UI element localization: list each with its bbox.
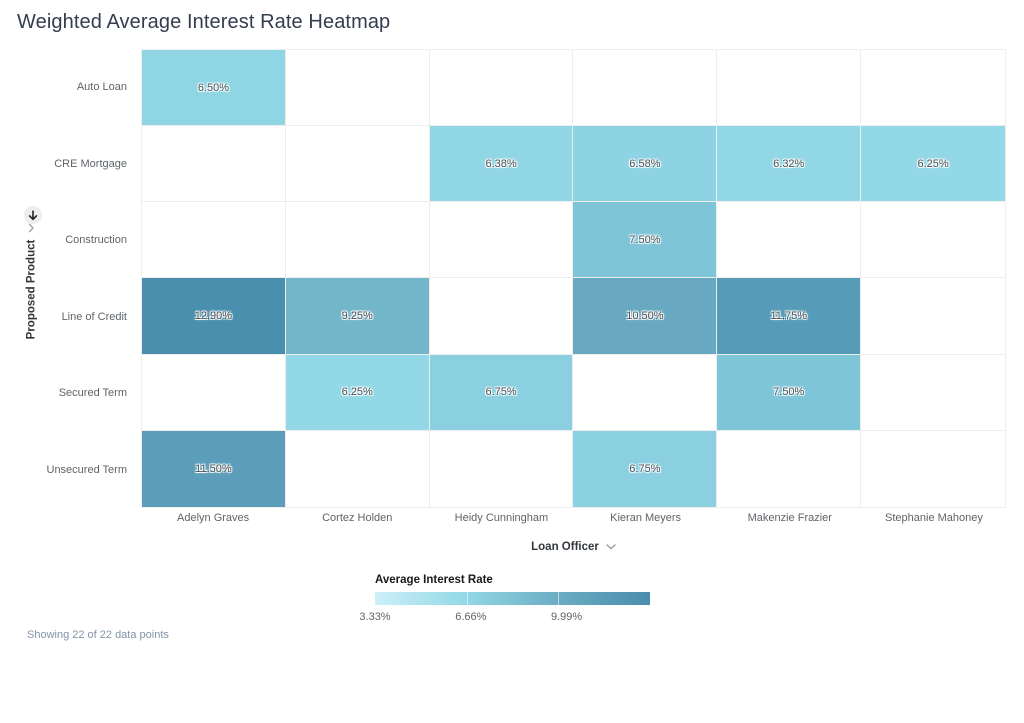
heatmap-cell-value: 6.38% (485, 157, 517, 170)
heatmap-cell (286, 430, 430, 507)
heatmap-cell[interactable]: 6.58% (573, 126, 718, 203)
legend-title: Average Interest Rate (375, 574, 493, 586)
heatmap-cell (717, 202, 862, 279)
heatmap-cell (429, 50, 574, 127)
arrow-down-icon (28, 209, 38, 221)
heatmap-cell (861, 278, 1005, 355)
heatmap-cell-value: 12.90% (194, 310, 233, 323)
heatmap-cell-value: 11.75% (770, 310, 807, 323)
heatmap-cell[interactable]: 6.75% (573, 430, 718, 507)
heatmap-cell-value: 11.50% (195, 462, 232, 475)
heatmap-cell-value: 9.25% (341, 310, 373, 323)
y-axis-labels: Auto Loan CRE Mortgage Construction Line of… (0, 49, 128, 508)
row-label[interactable]: Construction (65, 234, 127, 247)
column-label[interactable]: Makenzie Frazier (747, 512, 832, 524)
heatmap-cell[interactable]: 6.75% (429, 354, 574, 431)
heatmap-cell-value: 7.50% (629, 233, 661, 246)
heatmap-cell[interactable]: 6.38% (429, 126, 574, 203)
heatmap-cell (142, 126, 286, 203)
heatmap-cell (717, 50, 862, 127)
heatmap-cell[interactable]: 12.90% (142, 278, 286, 355)
heatmap-cell (861, 50, 1005, 127)
x-axis-labels: Adelyn Graves Cortez Holden Heidy Cunningh… (141, 512, 1006, 524)
heatmap-cell (142, 354, 286, 431)
heatmap-cell (285, 126, 430, 203)
page-title: Weighted Average Interest Rate Heatmap (17, 11, 391, 33)
chevron-down-icon (28, 223, 34, 233)
heatmap-cell[interactable]: 9.25% (285, 278, 430, 355)
heatmap-cell[interactable]: 6.32% (717, 126, 862, 203)
heatmap-cell[interactable]: 10.50% (573, 278, 718, 355)
legend-tick: 6.66% (455, 611, 487, 623)
heatmap-cell[interactable]: 11.75% (717, 278, 862, 355)
heatmap-cell-value: 7.50% (773, 386, 805, 399)
heatmap-cell (861, 202, 1005, 279)
heatmap-cell[interactable]: 7.50% (573, 202, 718, 279)
color-legend: Average Interest Rate 3.33% 6.66% 9.99% (359, 574, 655, 625)
row-label[interactable]: Auto Loan (76, 81, 127, 94)
heatmap-cell-value: 6.25% (341, 386, 373, 399)
heatmap-cell (573, 354, 718, 431)
row-label[interactable]: Line of Credit (61, 310, 127, 323)
legend-divider (466, 592, 468, 605)
heatmap-cell (717, 430, 862, 507)
column-label[interactable]: Adelyn Graves (177, 512, 250, 524)
row-label[interactable]: CRE Mortgage (54, 157, 127, 170)
sort-descending-button[interactable] (24, 206, 42, 224)
heatmap-cell-value: 10.50% (626, 310, 664, 323)
heatmap-grid: 6.50% 6.38% 6.58% 6.32% 6.25% 7.50% 12.90% 9.25… (141, 49, 1006, 508)
chevron-down-icon (606, 544, 616, 550)
heatmap-cell (429, 202, 574, 279)
status-text: Showing 22 of 22 data points (27, 629, 169, 641)
x-axis-title-label: Loan Officer (531, 541, 599, 553)
x-axis-title[interactable]: Loan Officer (141, 541, 1006, 553)
row-label[interactable]: Unsecured Term (46, 463, 128, 476)
heatmap-cell (861, 355, 1005, 431)
heatmap-cell[interactable]: 7.50% (717, 354, 862, 431)
heatmap-cell[interactable]: 6.50% (142, 50, 286, 127)
legend-tick: 3.33% (359, 611, 391, 623)
heatmap-cell (430, 430, 574, 507)
heatmap-cell (861, 431, 1005, 507)
heatmap-cell[interactable]: 11.50% (142, 430, 286, 507)
column-label[interactable]: Stephanie Mahoney (885, 512, 983, 524)
column-label[interactable]: Heidy Cunningham (454, 512, 549, 524)
legend-divider (558, 592, 560, 605)
heatmap-cell-value: 6.75% (629, 462, 661, 475)
row-label[interactable]: Secured Term (58, 387, 127, 400)
heatmap-cell (573, 50, 718, 127)
legend-ticks: 3.33% 6.66% 9.99% (359, 611, 655, 625)
heatmap-cell (285, 50, 430, 127)
heatmap-cell (429, 278, 574, 355)
heatmap-cell[interactable]: 6.25% (285, 354, 430, 431)
heatmap-cell-value: 6.58% (629, 157, 661, 170)
heatmap-cell (142, 202, 286, 279)
heatmap-cell-value: 6.50% (197, 81, 230, 94)
heatmap-cell-value: 6.25% (917, 157, 949, 170)
legend-tick: 9.99% (550, 611, 583, 623)
heatmap-cell-value: 6.32% (773, 157, 805, 170)
heatmap-cell (285, 202, 430, 279)
heatmap-cell-value: 6.75% (485, 386, 517, 399)
column-label[interactable]: Kieran Meyers (610, 512, 682, 524)
column-label[interactable]: Cortez Holden (322, 512, 393, 524)
legend-gradient-bar (375, 592, 650, 605)
heatmap-cell[interactable]: 6.25% (861, 126, 1005, 203)
y-axis-title[interactable]: Proposed Product (23, 223, 40, 340)
